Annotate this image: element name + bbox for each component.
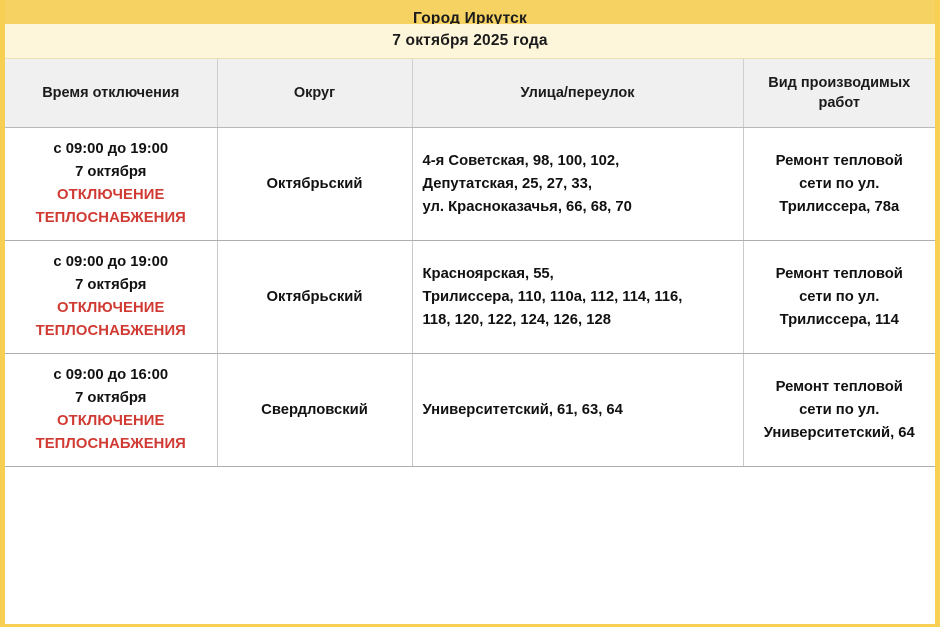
cell-okrug: Свердловский xyxy=(217,353,413,467)
time-range: с 09:00 до 19:00 xyxy=(53,254,169,270)
date-title: 7 октября 2025 года xyxy=(392,32,548,49)
table-header-row: Время отключения Округ Улица/переулок Ви… xyxy=(5,59,935,128)
street-line-3: ул. Красноказачья, 66, 68, 70 xyxy=(422,198,632,215)
street-line-1: Красноярская, 55, xyxy=(422,265,554,282)
cell-time: с 09:00 до 16:00 7 октября ОТКЛЮЧЕНИЕ ТЕ… xyxy=(5,353,218,467)
work-line-1: Ремонт тепловой xyxy=(775,265,903,282)
column-header-street: Улица/переулок xyxy=(412,59,744,128)
shutdown-label-line2: ТЕПЛОСНАБЖЕНИЯ xyxy=(35,210,186,226)
table-row: с 09:00 до 19:00 7 октября ОТКЛЮЧЕНИЕ ТЕ… xyxy=(5,127,935,241)
work-line-2: сети по ул. xyxy=(799,401,880,418)
column-header-work: Вид производимых работ xyxy=(743,59,935,128)
shutdown-label-line1: ОТКЛЮЧЕНИЕ xyxy=(57,300,165,316)
shutdown-label-line2: ТЕПЛОСНАБЖЕНИЯ xyxy=(35,436,186,452)
cell-time: с 09:00 до 19:00 7 октября ОТКЛЮЧЕНИЕ ТЕ… xyxy=(5,127,218,241)
date-title-band: 7 октября 2025 года xyxy=(5,24,935,59)
cell-work: Ремонт тепловой сети по ул. Университетс… xyxy=(743,353,935,467)
time-date: 7 октября xyxy=(75,277,147,293)
shutdown-label-line2: ТЕПЛОСНАБЖЕНИЯ xyxy=(35,323,186,339)
cell-streets: Университетский, 61, 63, 64 xyxy=(412,353,744,467)
column-header-okrug: Округ xyxy=(217,59,413,128)
street-line-1: Университетский, 61, 63, 64 xyxy=(422,401,623,418)
time-range: с 09:00 до 16:00 xyxy=(53,367,169,383)
city-title-band: Город Иркутск xyxy=(5,0,935,24)
street-line-3: 118, 120, 122, 124, 126, 128 xyxy=(422,311,611,328)
city-title: Город Иркутск xyxy=(413,10,527,24)
outage-table: Время отключения Округ Улица/переулок Ви… xyxy=(5,59,935,467)
work-line-2: сети по ул. xyxy=(799,288,880,305)
shutdown-label-line1: ОТКЛЮЧЕНИЕ xyxy=(57,413,165,429)
empty-area-below-table xyxy=(5,467,935,624)
cell-work: Ремонт тепловой сети по ул. Трилиссера, … xyxy=(743,127,935,241)
work-line-2: сети по ул. xyxy=(799,175,880,192)
cell-time: с 09:00 до 19:00 7 октября ОТКЛЮЧЕНИЕ ТЕ… xyxy=(5,240,218,354)
street-line-2: Депутатская, 25, 27, 33, xyxy=(422,175,592,192)
street-line-2: Трилиссера, 110, 110а, 112, 114, 116, xyxy=(422,288,683,305)
work-line-3: Трилиссера, 78а xyxy=(779,198,900,215)
work-line-1: Ремонт тепловой xyxy=(775,152,903,169)
cell-streets: 4-я Советская, 98, 100, 102, Депутатская… xyxy=(412,127,744,241)
cell-okrug: Октябрьский xyxy=(217,240,413,354)
work-line-3: Трилиссера, 114 xyxy=(779,311,899,328)
work-line-1: Ремонт тепловой xyxy=(775,378,903,395)
cell-work: Ремонт тепловой сети по ул. Трилиссера, … xyxy=(743,240,935,354)
table-row: с 09:00 до 16:00 7 октября ОТКЛЮЧЕНИЕ ТЕ… xyxy=(5,353,935,467)
time-range: с 09:00 до 19:00 xyxy=(53,141,169,157)
shutdown-label-line1: ОТКЛЮЧЕНИЕ xyxy=(57,187,165,203)
street-line-1: 4-я Советская, 98, 100, 102, xyxy=(422,152,620,169)
column-header-time: Время отключения xyxy=(5,59,218,128)
time-date: 7 октября xyxy=(75,390,147,406)
work-line-3: Университетский, 64 xyxy=(763,424,915,441)
cell-streets: Красноярская, 55, Трилиссера, 110, 110а,… xyxy=(412,240,744,354)
table-row: с 09:00 до 19:00 7 октября ОТКЛЮЧЕНИЕ ТЕ… xyxy=(5,240,935,354)
time-date: 7 октября xyxy=(75,164,147,180)
cell-okrug: Октябрьский xyxy=(217,127,413,241)
